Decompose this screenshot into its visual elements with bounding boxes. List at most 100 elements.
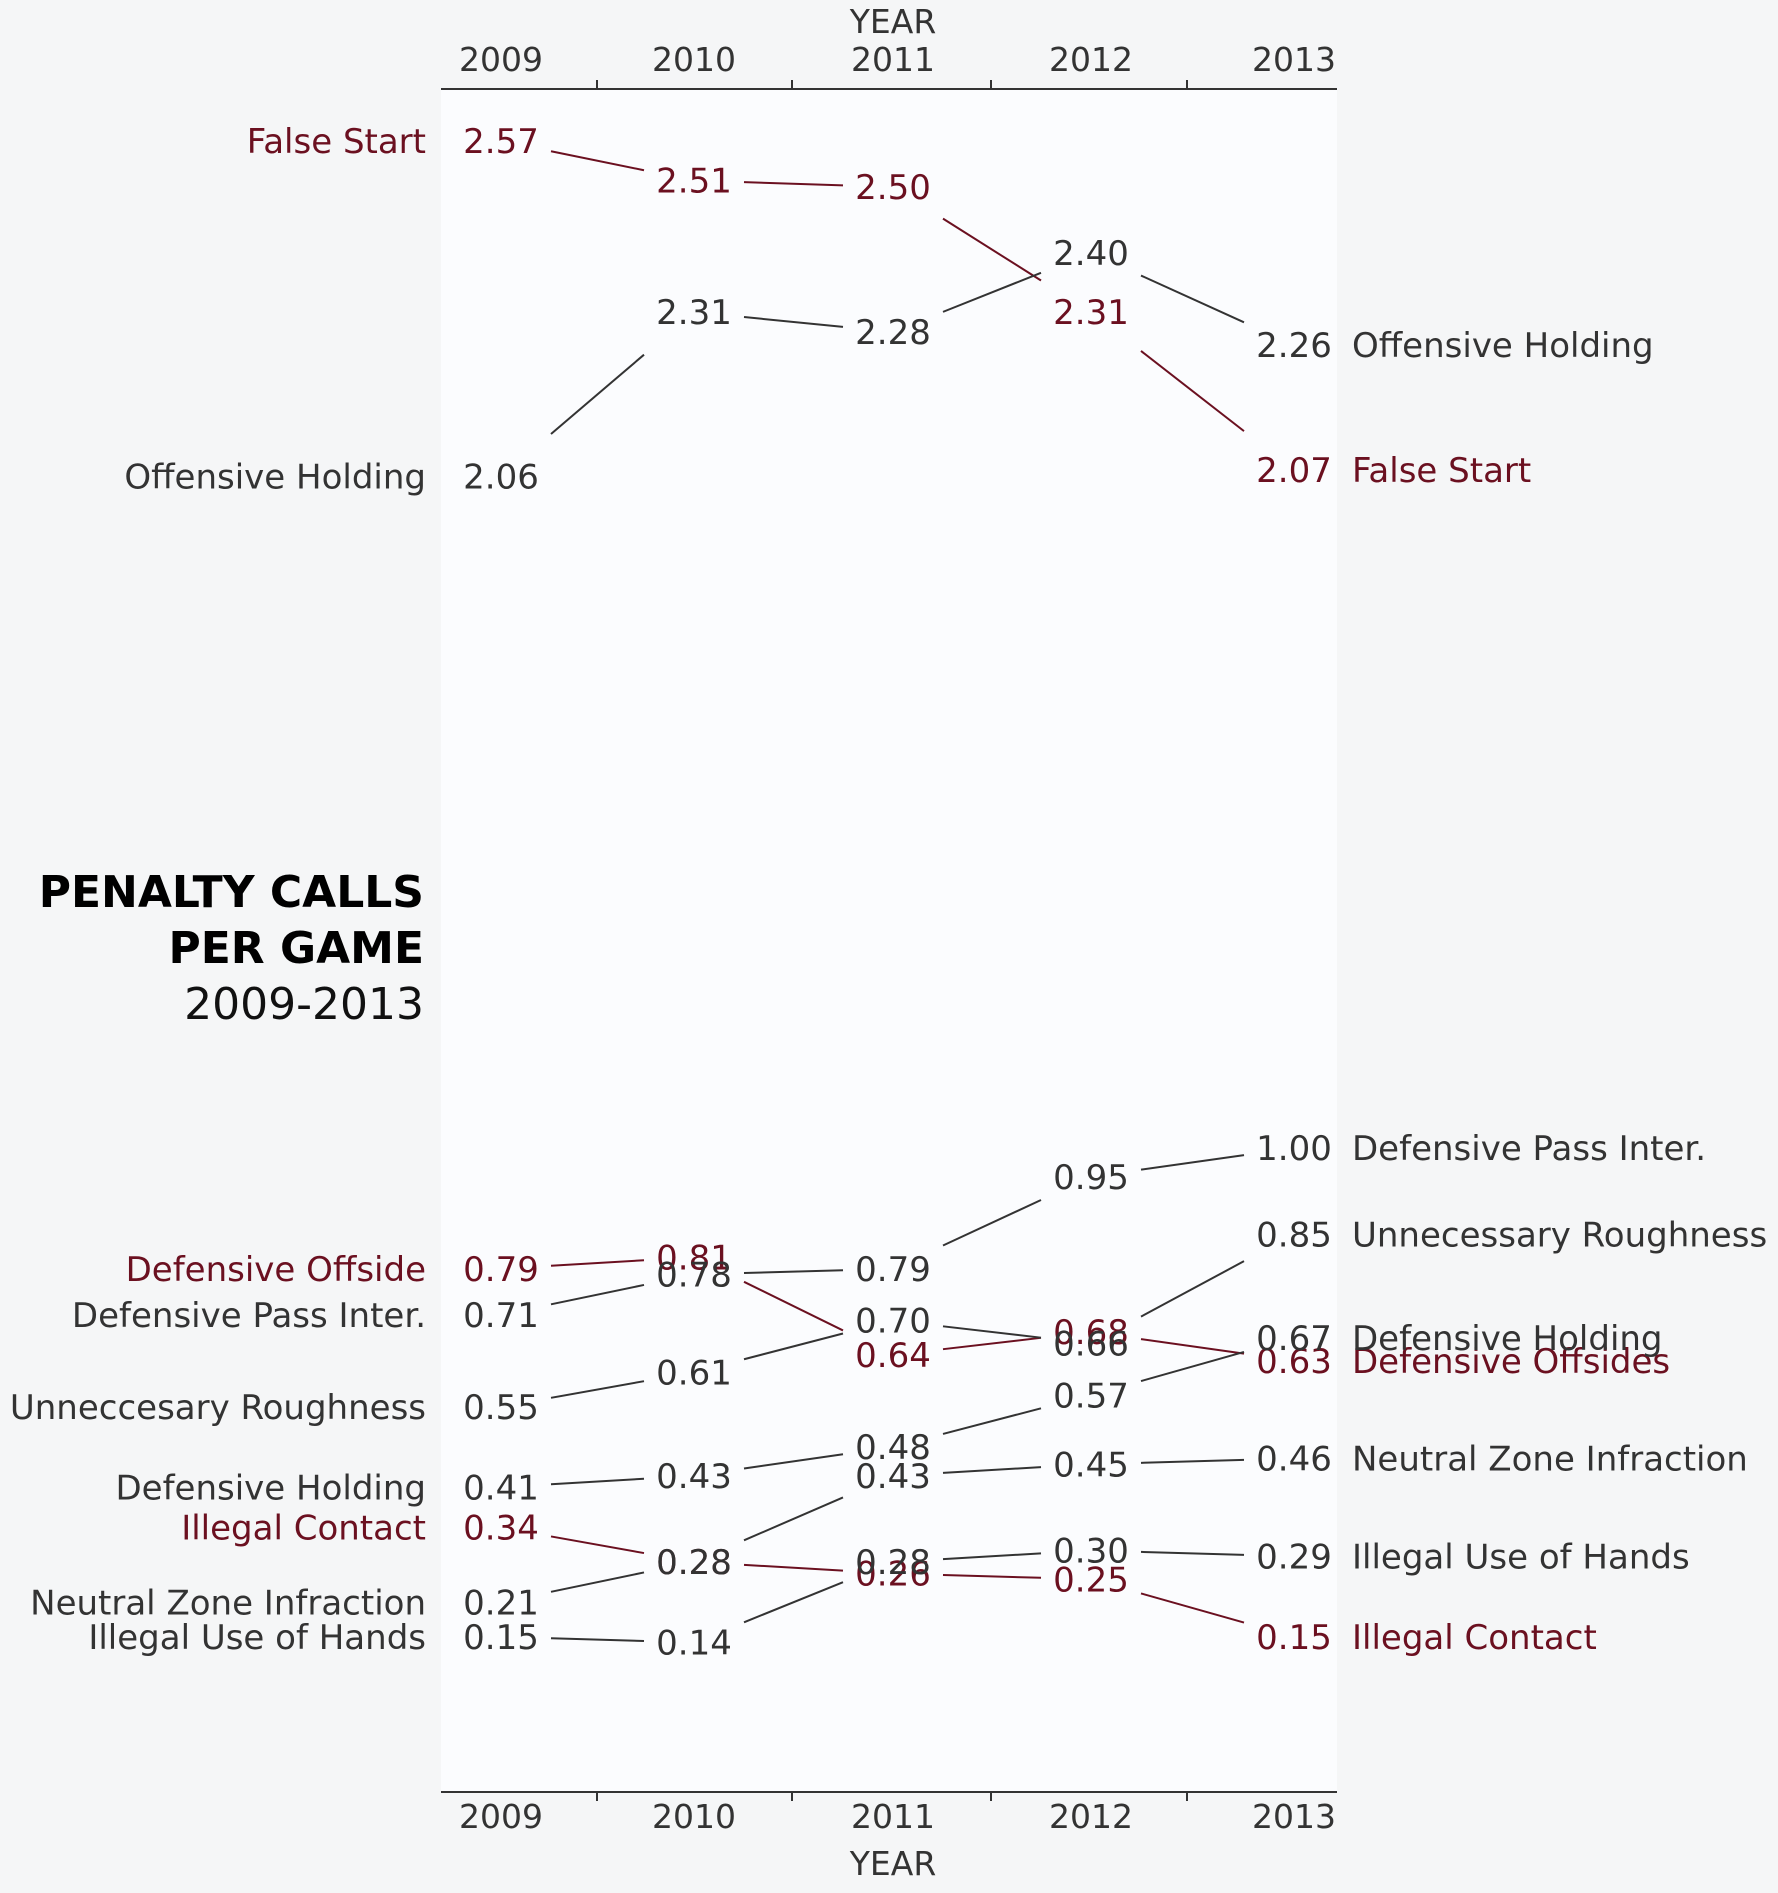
data-label-defensive-holding-2012: 0.57 xyxy=(1053,1376,1129,1416)
series-line-illegal-use-of-hands xyxy=(743,1581,844,1624)
chart-subtitle: 2009-2013 xyxy=(184,979,424,1030)
x-tick-label-bottom-2011: 2011 xyxy=(851,1797,935,1836)
data-label-neutral-zone-infraction-2012: 0.45 xyxy=(1053,1445,1129,1485)
data-label-unneccesary-roughness-2010: 0.61 xyxy=(656,1353,732,1393)
data-label-defensive-pass-inter--2012: 0.95 xyxy=(1053,1158,1129,1198)
series-name-left-defensive-pass-inter-: Defensive Pass Inter. xyxy=(72,1296,426,1336)
plot-area xyxy=(441,89,1337,1792)
data-label-illegal-contact-2011: 0.26 xyxy=(855,1555,931,1595)
series-line-unneccesary-roughness xyxy=(942,1325,1042,1339)
data-label-neutral-zone-infraction-2009: 0.21 xyxy=(463,1583,539,1623)
data-label-unneccesary-roughness-2012: 0.66 xyxy=(1053,1325,1129,1365)
data-label-false-start-2010: 2.51 xyxy=(656,161,732,201)
series-line-illegal-use-of-hands xyxy=(550,1637,645,1643)
series-name-left-defensive-holding: Defensive Holding xyxy=(115,1468,426,1508)
data-label-illegal-contact-2013: 0.15 xyxy=(1256,1618,1332,1658)
series-name-right-neutral-zone-infraction: Neutral Zone Infraction xyxy=(1352,1440,1748,1480)
data-label-defensive-holding-2011: 0.48 xyxy=(855,1428,931,1468)
series-name-left-unneccesary-roughness: Unneccesary Roughness xyxy=(10,1388,426,1428)
data-label-defensive-pass-inter--2010: 0.78 xyxy=(656,1256,732,1296)
series-line-defensive-holding xyxy=(550,1477,645,1486)
data-label-defensive-offside-2013: 0.63 xyxy=(1256,1342,1332,1382)
series-line-illegal-use-of-hands xyxy=(1140,1550,1245,1556)
data-label-neutral-zone-infraction-2010: 0.28 xyxy=(656,1543,732,1583)
series-name-right-illegal-contact: Illegal Contact xyxy=(1352,1618,1597,1658)
series-line-offensive-holding xyxy=(942,271,1042,313)
data-label-unneccesary-roughness-2009: 0.55 xyxy=(463,1388,539,1428)
chart-title: PENALTY CALLS PER GAME xyxy=(38,867,424,974)
series-name-right-unneccesary-roughness: Unnecessary Roughness xyxy=(1352,1215,1767,1255)
data-label-false-start-2013: 2.07 xyxy=(1256,451,1332,491)
series-name-left-offensive-holding: Offensive Holding xyxy=(124,458,426,498)
data-label-defensive-pass-inter--2011: 0.79 xyxy=(855,1250,931,1290)
series-line-neutral-zone-infraction xyxy=(550,1571,645,1593)
x-axis-title-top: YEAR xyxy=(849,2,937,41)
data-label-defensive-holding-2010: 0.43 xyxy=(656,1457,732,1497)
series-name-right-defensive-offside: Defensive Offsides xyxy=(1352,1342,1670,1382)
data-label-unneccesary-roughness-2013: 0.85 xyxy=(1256,1215,1332,1255)
series-line-offensive-holding xyxy=(1140,274,1245,324)
data-label-defensive-pass-inter--2013: 1.00 xyxy=(1256,1129,1332,1169)
x-tick-label-top-2009: 2009 xyxy=(459,40,543,79)
data-label-illegal-contact-2010: 0.28 xyxy=(656,1543,732,1583)
series-name-right-defensive-pass-inter-: Defensive Pass Inter. xyxy=(1352,1129,1706,1169)
x-tick-label-top-2013: 2013 xyxy=(1252,40,1336,79)
data-label-unneccesary-roughness-2011: 0.70 xyxy=(855,1302,931,1342)
series-line-defensive-holding xyxy=(743,1453,844,1470)
data-label-illegal-contact-2009: 0.34 xyxy=(463,1509,539,1549)
series-line-false-start xyxy=(743,181,844,187)
series-line-neutral-zone-infraction xyxy=(743,1496,844,1542)
series-name-right-defensive-holding: Defensive Holding xyxy=(1352,1319,1663,1359)
series-line-unneccesary-roughness xyxy=(550,1380,645,1399)
series-line-defensive-offside xyxy=(550,1259,645,1267)
data-label-false-start-2009: 2.57 xyxy=(463,122,539,162)
series-name-left-illegal-use-of-hands: Illegal Use of Hands xyxy=(88,1618,426,1658)
chart-title-block: PENALTY CALLS PER GAME 2009-2013 xyxy=(39,865,424,1033)
data-label-defensive-offside-2010: 0.81 xyxy=(656,1238,732,1278)
data-label-illegal-contact-2012: 0.25 xyxy=(1053,1560,1129,1600)
series-line-false-start xyxy=(1140,350,1245,432)
x-tick-label-top-2011: 2011 xyxy=(851,40,935,79)
series-line-defensive-pass-inter- xyxy=(743,1269,844,1275)
series-name-left-neutral-zone-infraction: Neutral Zone Infraction xyxy=(30,1583,426,1623)
series-name-right-illegal-use-of-hands: Illegal Use of Hands xyxy=(1352,1537,1690,1577)
series-name-left-illegal-contact: Illegal Contact xyxy=(181,1509,426,1549)
data-label-offensive-holding-2009: 2.06 xyxy=(463,458,539,498)
series-name-left-false-start: False Start xyxy=(247,122,426,162)
data-label-illegal-use-of-hands-2013: 0.29 xyxy=(1256,1537,1332,1577)
series-line-unneccesary-roughness xyxy=(1140,1260,1245,1318)
x-axis-title-bottom: YEAR xyxy=(849,1844,937,1883)
series-line-illegal-contact xyxy=(1140,1592,1245,1624)
x-tick-label-bottom-2012: 2012 xyxy=(1049,1797,1133,1836)
series-line-defensive-holding xyxy=(942,1407,1042,1435)
data-label-neutral-zone-infraction-2011: 0.43 xyxy=(855,1457,931,1497)
x-tick-label-bottom-2013: 2013 xyxy=(1252,1797,1336,1836)
series-line-illegal-contact xyxy=(743,1563,844,1572)
series-line-defensive-pass-inter- xyxy=(1140,1154,1245,1171)
series-line-illegal-contact xyxy=(550,1535,645,1555)
series-line-false-start xyxy=(942,217,1042,282)
series-line-neutral-zone-infraction xyxy=(1140,1458,1245,1464)
series-line-defensive-offside xyxy=(1140,1338,1245,1355)
series-line-defensive-offside xyxy=(942,1336,1042,1351)
series-line-illegal-use-of-hands xyxy=(942,1552,1042,1561)
x-tick-label-bottom-2010: 2010 xyxy=(652,1797,736,1836)
data-label-defensive-holding-2013: 0.67 xyxy=(1256,1319,1332,1359)
data-label-defensive-offside-2012: 0.68 xyxy=(1053,1313,1129,1353)
series-line-defensive-offside xyxy=(743,1280,844,1332)
data-label-neutral-zone-infraction-2013: 0.46 xyxy=(1256,1440,1332,1480)
data-label-offensive-holding-2011: 2.28 xyxy=(855,313,931,353)
series-name-right-offensive-holding: Offensive Holding xyxy=(1352,326,1654,366)
series-line-false-start xyxy=(550,150,645,172)
data-label-defensive-holding-2009: 0.41 xyxy=(463,1468,539,1508)
data-label-offensive-holding-2010: 2.31 xyxy=(656,293,732,333)
series-line-illegal-contact xyxy=(942,1573,1042,1579)
data-label-offensive-holding-2013: 2.26 xyxy=(1256,326,1332,366)
series-line-offensive-holding xyxy=(550,353,645,435)
data-label-defensive-offside-2009: 0.79 xyxy=(463,1250,539,1290)
series-line-unneccesary-roughness xyxy=(743,1332,844,1361)
data-label-defensive-pass-inter--2009: 0.71 xyxy=(463,1296,539,1336)
series-line-offensive-holding xyxy=(743,316,844,328)
x-tick-label-top-2012: 2012 xyxy=(1049,40,1133,79)
